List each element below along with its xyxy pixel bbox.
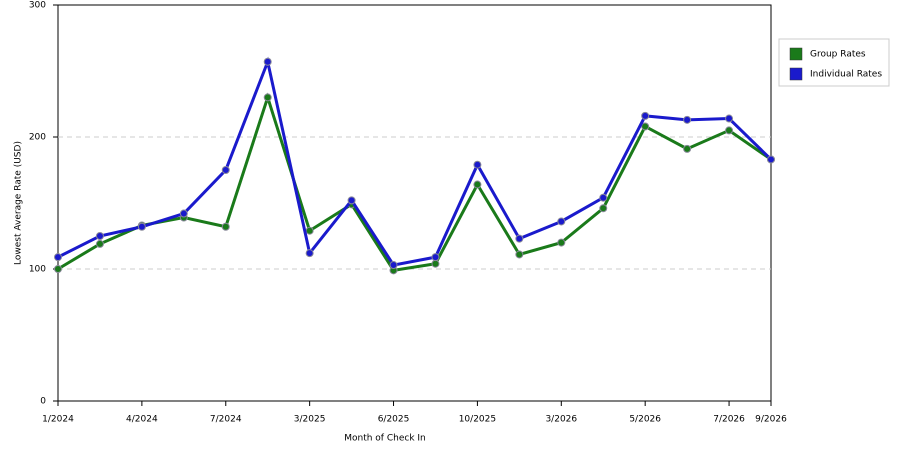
x-tick-label: 7/2024: [210, 415, 242, 425]
point: [515, 250, 524, 259]
x-tick-label: 5/2026: [629, 415, 661, 425]
x-tick-label: 9/2026: [755, 415, 787, 425]
x-tick-label: 10/2025: [459, 415, 496, 425]
y-tick-label: 0: [40, 397, 46, 407]
point: [95, 232, 104, 240]
x-tick-label: 3/2026: [545, 415, 577, 425]
point: [263, 57, 272, 66]
point: [515, 234, 524, 243]
point: [221, 166, 230, 174]
y-tick-label: 200: [29, 133, 46, 143]
point: [683, 115, 692, 124]
point: [473, 160, 482, 169]
point: [557, 238, 566, 247]
point: [137, 222, 146, 231]
legend-label: Group Rates: [810, 50, 866, 60]
x-tick-label: 4/2024: [126, 415, 158, 425]
legend-swatch: [789, 47, 803, 61]
point: [599, 193, 608, 202]
y-axis-label: Lowest Average Rate (USD): [14, 141, 24, 265]
point: [431, 259, 440, 268]
legend-swatch: [789, 67, 803, 81]
point: [389, 261, 398, 270]
point: [683, 144, 692, 153]
point: [305, 226, 314, 235]
x-tick-label: 7/2026: [713, 415, 745, 425]
point: [641, 122, 650, 131]
legend-label: Individual Rates: [810, 70, 882, 80]
point: [179, 209, 188, 218]
point: [641, 111, 650, 120]
point: [725, 126, 734, 135]
point: [305, 249, 314, 258]
point: [473, 180, 482, 189]
point: [54, 253, 62, 262]
point: [557, 217, 566, 226]
series-line: [57, 92, 772, 272]
point: [95, 239, 104, 248]
point: [431, 253, 440, 262]
point: [599, 204, 608, 213]
point: [221, 222, 230, 231]
x-tick-label: 1/2024: [42, 415, 74, 425]
series-line: [57, 56, 773, 267]
x-tick-label: 3/2025: [294, 415, 326, 425]
point: [54, 265, 62, 273]
point: [767, 155, 775, 164]
point: [263, 93, 272, 102]
point: [347, 196, 356, 205]
plot-area: [57, 4, 772, 402]
x-tick-label: 6/2025: [378, 415, 410, 425]
y-tick-label: 100: [29, 265, 46, 275]
x-axis-label: Month of Check In: [344, 434, 426, 444]
y-tick-label: 300: [29, 1, 46, 11]
point: [725, 114, 734, 123]
